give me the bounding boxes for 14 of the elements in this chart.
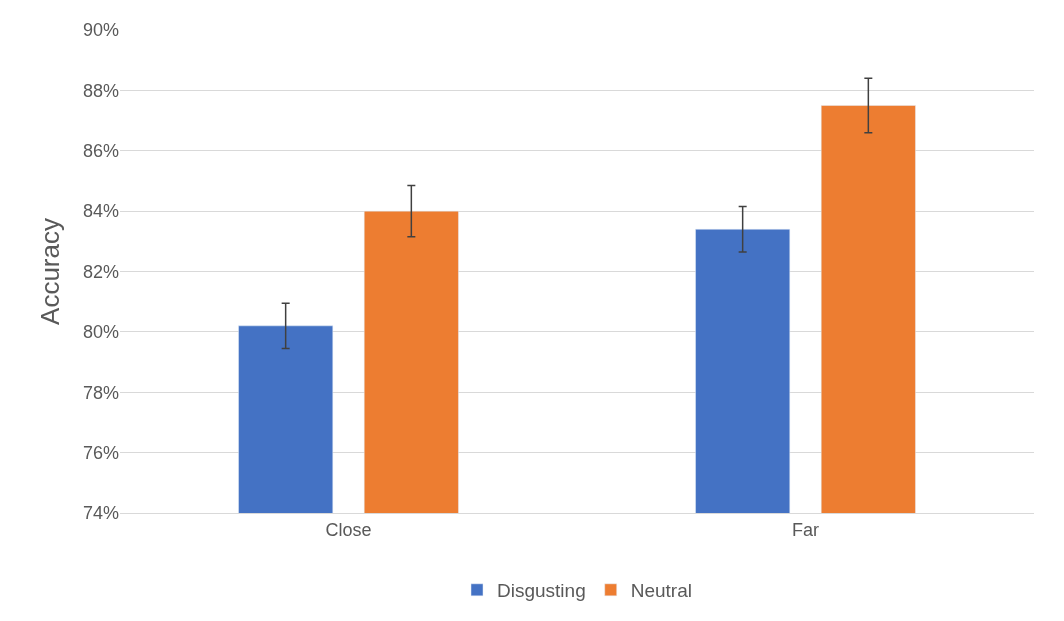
- legend-label: Disgusting: [497, 580, 586, 602]
- y-tick-label: 80%: [82, 322, 119, 343]
- legend-label: Neutral: [630, 580, 692, 602]
- y-axis-title: Accuracy: [35, 218, 66, 325]
- y-tick-label: 88%: [82, 80, 119, 101]
- y-tick-label: 90%: [82, 20, 119, 41]
- y-tick-label: 86%: [82, 141, 119, 162]
- y-tick-label: 74%: [82, 503, 119, 524]
- y-tick-label: 84%: [82, 201, 119, 222]
- y-tick-label: 78%: [82, 382, 119, 403]
- y-tick-label: 76%: [82, 442, 119, 463]
- x-tick-label: Far: [792, 519, 820, 540]
- x-tick-label: Close: [325, 519, 372, 540]
- y-tick-label: 82%: [82, 261, 119, 282]
